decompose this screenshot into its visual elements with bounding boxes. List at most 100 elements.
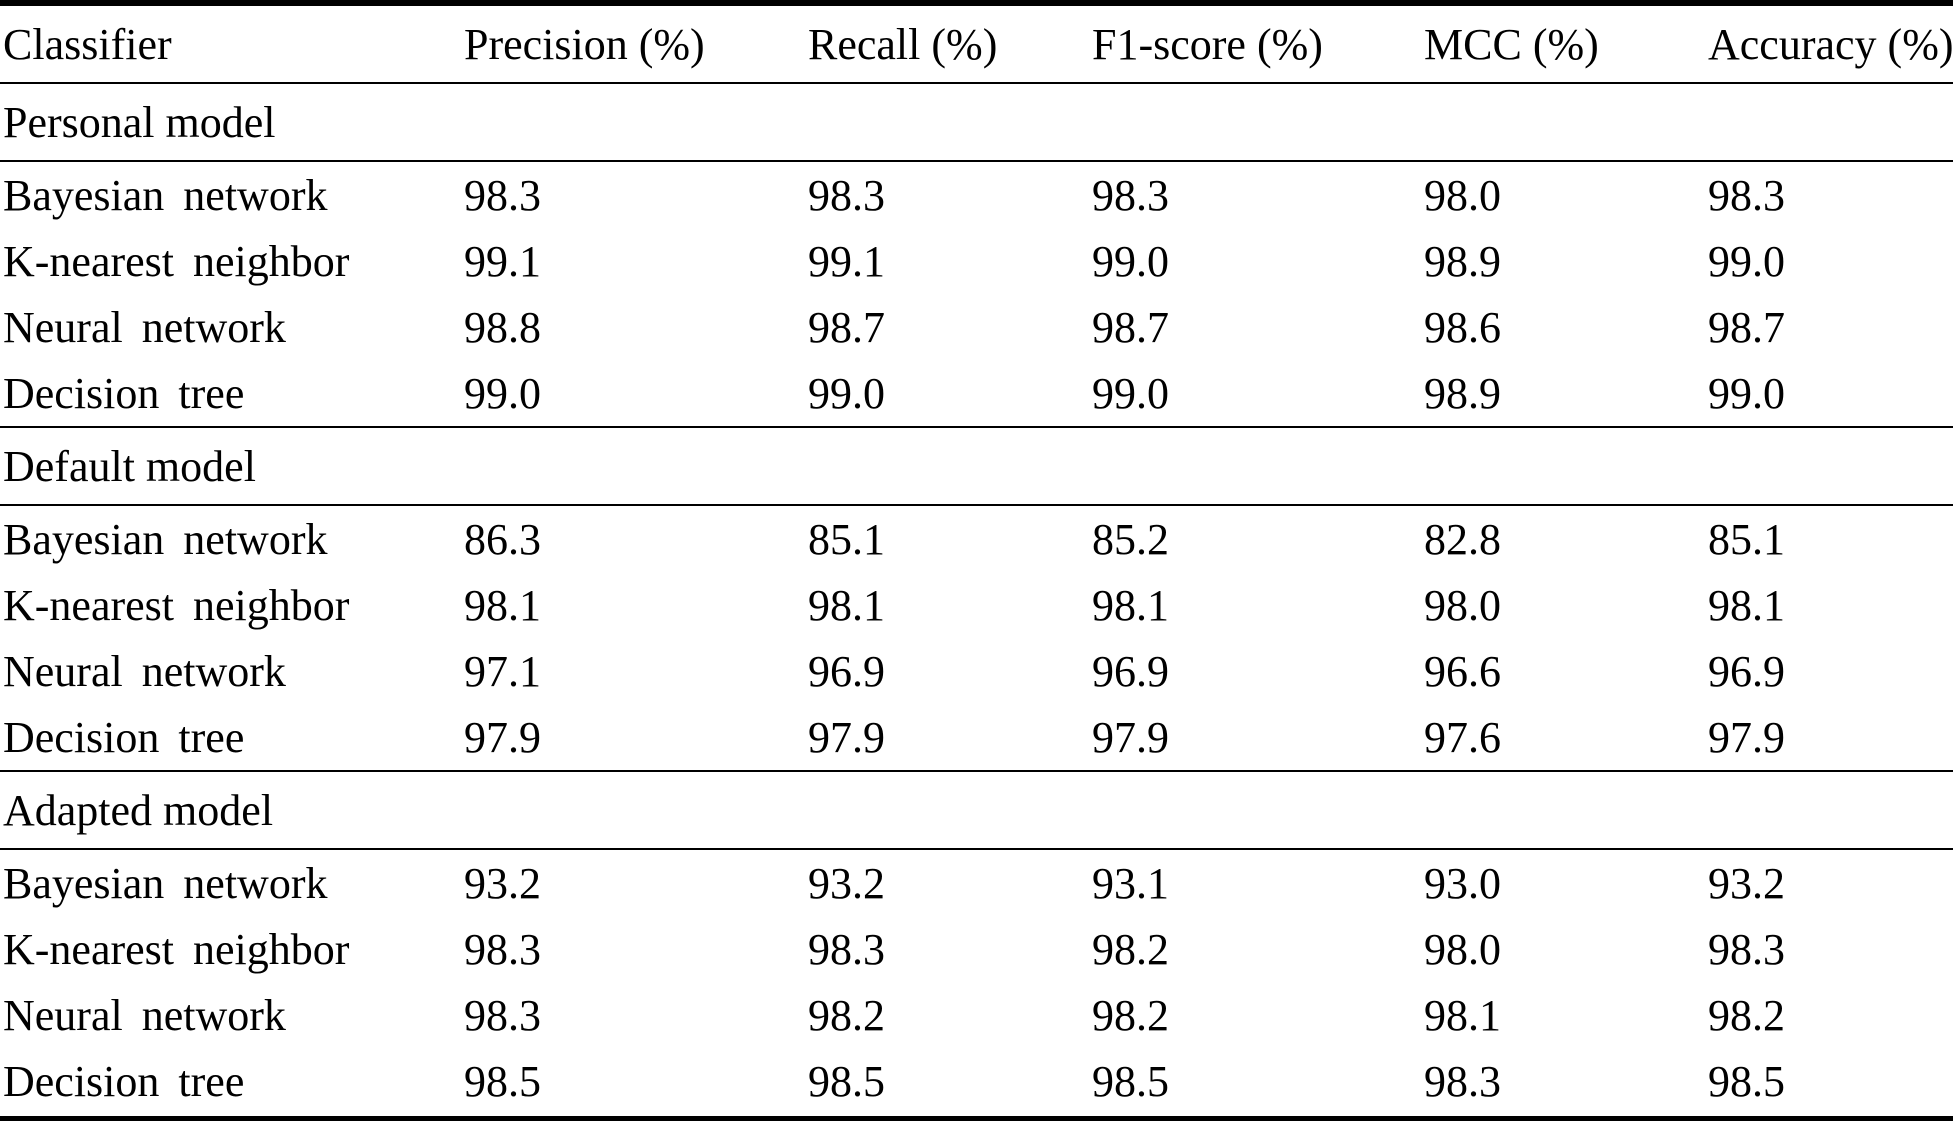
table-row: K-nearest neighbor 99.1 99.1 99.0 98.9 99.0	[0, 228, 1953, 294]
metric-value: 98.2	[1708, 990, 1785, 1040]
metric-value: 98.7	[1708, 302, 1785, 352]
metric-value: 93.1	[1092, 858, 1169, 908]
metric-value: 97.6	[1424, 712, 1501, 762]
table-section: Personal model Bayesian network 98.3 98.3 98…	[0, 84, 1953, 426]
metric-value: 98.3	[464, 170, 541, 220]
metric-value: 99.0	[808, 368, 885, 418]
column-header-mcc: MCC (%)	[1424, 19, 1599, 69]
table-row: Neural network 98.3 98.2 98.2 98.1 98.2	[0, 982, 1953, 1048]
metric-value: 98.1	[1424, 990, 1501, 1040]
metric-value: 98.0	[1424, 170, 1501, 220]
metric-value: 93.2	[464, 858, 541, 908]
metric-value: 98.3	[1708, 924, 1785, 974]
metric-value: 98.3	[464, 924, 541, 974]
metric-value: 98.9	[1424, 236, 1501, 286]
metric-value: 97.9	[1708, 712, 1785, 762]
metric-value: 85.2	[1092, 514, 1169, 564]
metric-value: 85.1	[808, 514, 885, 564]
table-header-row: Classifier Precision (%) Recall (%) F1-s…	[0, 6, 1953, 84]
metric-value: 98.6	[1424, 302, 1501, 352]
metric-value: 98.0	[1424, 924, 1501, 974]
table-row: Decision tree 98.5 98.5 98.5 98.3 98.5	[0, 1048, 1953, 1114]
metric-value: 82.8	[1424, 514, 1501, 564]
metric-value: 98.3	[1708, 170, 1785, 220]
metric-value: 98.3	[1092, 170, 1169, 220]
section-label: Personal model	[0, 84, 1953, 162]
classifier-name: Neural network	[3, 646, 286, 696]
metric-value: 93.0	[1424, 858, 1501, 908]
table-section: Adapted model Bayesian network 93.2 93.2 93.…	[0, 770, 1953, 1114]
classifier-name: K-nearest neighbor	[3, 924, 350, 974]
section-label: Default model	[0, 428, 1953, 506]
table-row: Bayesian network 86.3 85.1 85.2 82.8 85.1	[0, 506, 1953, 572]
classifier-name: Decision tree	[3, 1056, 245, 1106]
table-row: Bayesian network 93.2 93.2 93.1 93.0 93.2	[0, 850, 1953, 916]
classifier-name: Neural network	[3, 990, 286, 1040]
metric-value: 97.9	[464, 712, 541, 762]
metric-value: 97.9	[808, 712, 885, 762]
table-row: K-nearest neighbor 98.3 98.3 98.2 98.0 98.3	[0, 916, 1953, 982]
metric-value: 98.8	[464, 302, 541, 352]
classifier-name: Bayesian network	[3, 514, 328, 564]
metric-value: 98.3	[808, 924, 885, 974]
metric-value: 99.1	[808, 236, 885, 286]
classifier-name: Decision tree	[3, 712, 245, 762]
metric-value: 99.0	[464, 368, 541, 418]
table-row: Decision tree 97.9 97.9 97.9 97.6 97.9	[0, 704, 1953, 770]
metric-value: 96.6	[1424, 646, 1501, 696]
metric-value: 98.1	[1092, 580, 1169, 630]
classifier-name: K-nearest neighbor	[3, 236, 350, 286]
metric-value: 86.3	[464, 514, 541, 564]
classifier-name: K-nearest neighbor	[3, 580, 350, 630]
metric-value: 98.1	[808, 580, 885, 630]
metric-value: 98.9	[1424, 368, 1501, 418]
metric-value: 98.5	[1708, 1056, 1785, 1106]
metric-value: 85.1	[1708, 514, 1785, 564]
metric-value: 99.0	[1092, 236, 1169, 286]
metric-value: 98.7	[808, 302, 885, 352]
metric-value: 97.9	[1092, 712, 1169, 762]
metric-value: 96.9	[808, 646, 885, 696]
metric-value: 98.1	[1708, 580, 1785, 630]
metric-value: 93.2	[1708, 858, 1785, 908]
metric-value: 96.9	[1708, 646, 1785, 696]
table-row: K-nearest neighbor 98.1 98.1 98.1 98.0 98.1	[0, 572, 1953, 638]
table-section: Default model Bayesian network 86.3 85.1 85.…	[0, 426, 1953, 770]
metric-value: 99.0	[1708, 236, 1785, 286]
classifier-name: Bayesian network	[3, 170, 328, 220]
metric-value: 98.2	[808, 990, 885, 1040]
classifier-name: Neural network	[3, 302, 286, 352]
metric-value: 99.1	[464, 236, 541, 286]
metric-value: 97.1	[464, 646, 541, 696]
metric-value: 98.3	[808, 170, 885, 220]
classifier-name: Bayesian network	[3, 858, 328, 908]
metric-value: 98.3	[464, 990, 541, 1040]
column-header-accuracy: Accuracy (%)	[1708, 19, 1953, 69]
metric-value: 96.9	[1092, 646, 1169, 696]
classifier-name: Decision tree	[3, 368, 245, 418]
table-row: Neural network 97.1 96.9 96.9 96.6 96.9	[0, 638, 1953, 704]
metric-value: 98.7	[1092, 302, 1169, 352]
metric-value: 99.0	[1708, 368, 1785, 418]
metric-value: 98.5	[808, 1056, 885, 1106]
metric-value: 98.5	[1092, 1056, 1169, 1106]
section-label: Adapted model	[0, 772, 1953, 850]
table-row: Decision tree 99.0 99.0 99.0 98.9 99.0	[0, 360, 1953, 426]
metric-value: 98.3	[1424, 1056, 1501, 1106]
metric-value: 98.0	[1424, 580, 1501, 630]
metric-value: 98.2	[1092, 990, 1169, 1040]
metric-value: 99.0	[1092, 368, 1169, 418]
metric-value: 98.1	[464, 580, 541, 630]
column-header-classifier: Classifier	[3, 19, 172, 69]
metric-value: 93.2	[808, 858, 885, 908]
metric-value: 98.2	[1092, 924, 1169, 974]
table-row: Bayesian network 98.3 98.3 98.3 98.0 98.3	[0, 162, 1953, 228]
column-header-recall: Recall (%)	[808, 19, 998, 69]
metric-value: 98.5	[464, 1056, 541, 1106]
table-row: Neural network 98.8 98.7 98.7 98.6 98.7	[0, 294, 1953, 360]
table-body: Personal model Bayesian network 98.3 98.3 98…	[0, 84, 1953, 1114]
column-header-precision: Precision (%)	[464, 19, 705, 69]
column-header-f1-score: F1-score (%)	[1092, 19, 1323, 69]
